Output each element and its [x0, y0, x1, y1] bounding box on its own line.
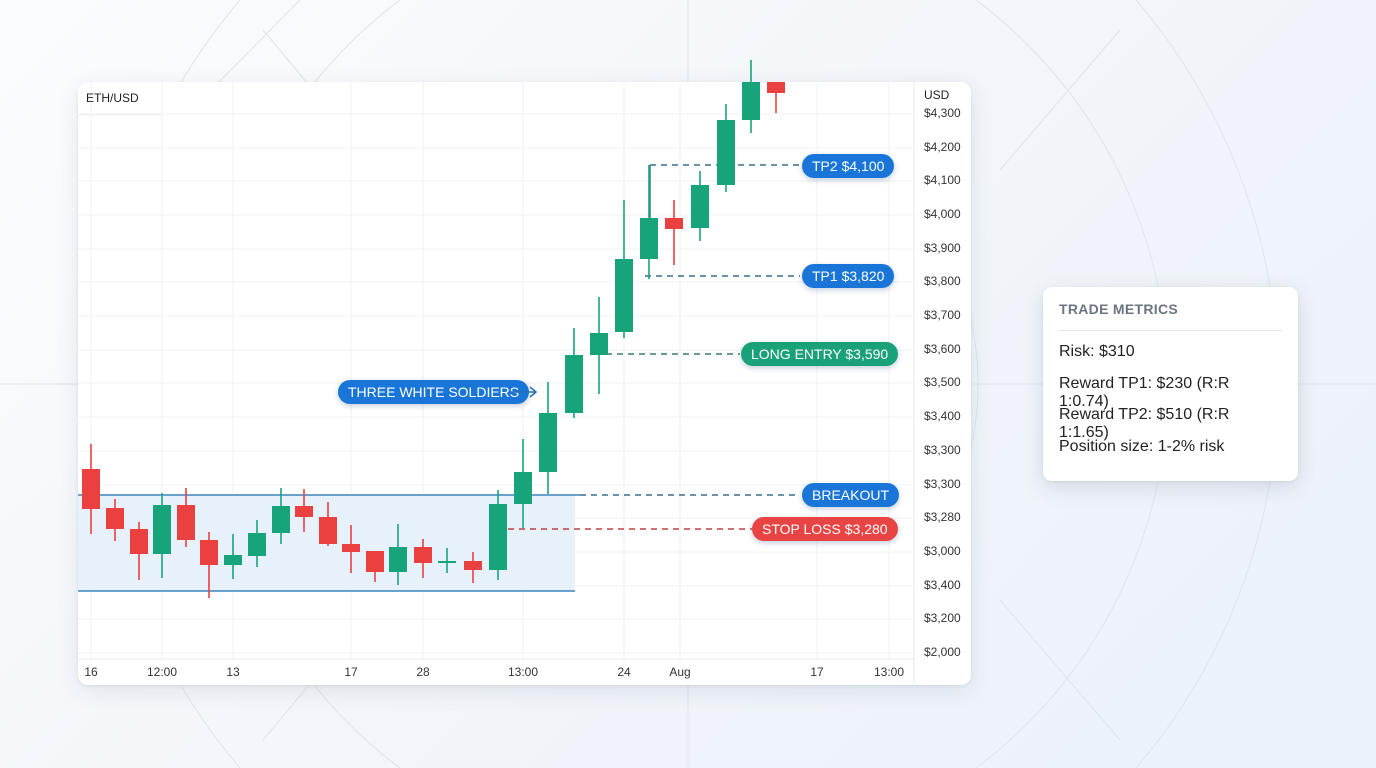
trade-metrics-card: TRADE METRICS Risk: $310 Reward TP1: $23… [1043, 287, 1298, 481]
x-tick-label: 16 [84, 665, 98, 679]
three-white-soldiers-label: THREE WHITE SOLDIERS [338, 380, 530, 404]
y-tick-label: $3,400 [924, 409, 961, 423]
x-tick-label: 12:00 [146, 665, 178, 679]
x-tick-label: 13:00 [873, 665, 905, 679]
bullish-candle [489, 504, 507, 570]
metric-reward-tp1: Reward TP1: $230 (R:R 1:0.74) [1059, 374, 1230, 410]
y-axis-unit: USD [924, 88, 950, 102]
y-tick-label: $4,200 [924, 140, 961, 154]
bullish-candle [565, 355, 583, 413]
y-tick-label: $3,000 [924, 544, 961, 558]
trade-metrics-title: TRADE METRICS [1059, 301, 1179, 317]
arrow-right-icon [511, 386, 538, 398]
bullish-candle [539, 413, 557, 472]
metric-position-size: Position size: 1-2% risk [1059, 437, 1225, 455]
metric-reward-tp2: Reward TP2: $510 (R:R 1:1.65) [1059, 406, 1230, 441]
y-tick-label: $4,300 [924, 106, 961, 120]
x-tick-label: 13:00 [507, 665, 539, 679]
bullish-candle [742, 82, 760, 120]
bullish-candle [389, 547, 407, 572]
bearish-candle [130, 529, 148, 554]
y-tick-label: $3,900 [924, 241, 961, 255]
y-tick-label: $4,000 [924, 207, 961, 221]
bearish-candle [200, 540, 218, 565]
y-tick-label: $3,800 [924, 274, 961, 288]
bullish-candle [615, 259, 633, 332]
bearish-candle [366, 551, 384, 572]
pair-label: ETH/USD [86, 91, 139, 105]
y-tick-label: $4,100 [924, 173, 961, 187]
divider [1059, 330, 1282, 331]
bearish-candle [464, 561, 482, 570]
breakout-label: BREAKOUT [802, 483, 900, 507]
x-tick-label: 17 [344, 665, 358, 679]
tp1-label: TP1 $3,820 [802, 264, 895, 288]
bearish-candle [177, 505, 195, 540]
bullish-candle [514, 472, 532, 504]
bearish-candle [767, 82, 785, 93]
x-tick-label: Aug [669, 665, 691, 679]
bearish-candle [82, 469, 100, 509]
bullish-candle [717, 120, 735, 185]
bullish-candle [590, 333, 608, 355]
y-tick-label: $3,280 [924, 510, 961, 524]
bearish-candle [295, 506, 313, 517]
x-tick-label: 13 [226, 665, 240, 679]
bullish-candle [224, 555, 242, 565]
y-tick-label: $2,000 [924, 645, 961, 659]
bullish-candle [640, 218, 658, 259]
bearish-candle [106, 508, 124, 529]
stop-loss-label: STOP LOSS $3,280 [752, 517, 898, 541]
y-tick-label: $3,600 [924, 342, 961, 356]
x-tick-label: 17 [810, 665, 824, 679]
bearish-candle [319, 517, 337, 544]
y-tick-label: $3,200 [924, 611, 961, 625]
y-tick-label: $3,300 [924, 443, 961, 457]
tp2-label: TP2 $4,100 [802, 154, 895, 178]
bearish-candle [342, 544, 360, 552]
bullish-candle [691, 185, 709, 228]
bullish-candle [272, 506, 290, 533]
bearish-candle [665, 218, 683, 229]
y-tick-label: $3,300 [924, 477, 961, 491]
bullish-candle [248, 533, 266, 556]
y-tick-label: $3,400 [924, 578, 961, 592]
bearish-candle [414, 547, 432, 563]
bullish-candle [153, 505, 171, 554]
long-entry-label: LONG ENTRY $3,590 [741, 342, 899, 366]
metric-risk: Risk: $310 [1059, 343, 1135, 360]
x-tick-label: 24 [617, 665, 631, 679]
bullish-candle [438, 561, 456, 563]
y-tick-label: $3,700 [924, 308, 961, 322]
y-tick-label: $3,500 [924, 375, 961, 389]
x-tick-label: 28 [416, 665, 430, 679]
candlestick-chart[interactable] [78, 60, 971, 685]
